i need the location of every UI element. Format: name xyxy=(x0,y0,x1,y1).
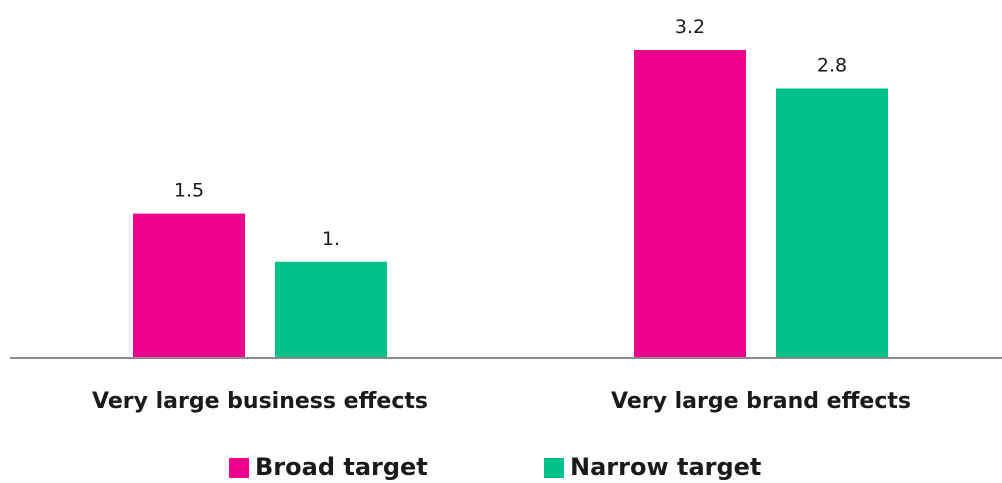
category-labels-group: Very large business effects Very large br… xyxy=(92,389,911,414)
bar-broad-target-1 xyxy=(133,213,245,358)
legend: Broad target Narrow target xyxy=(0,452,1002,483)
category-label-2: Very large brand effects xyxy=(611,389,911,414)
bar-broad-target-2 xyxy=(634,50,746,358)
bars-group xyxy=(133,50,888,358)
data-label-narrow-target-1: 1. xyxy=(322,228,340,250)
legend-item-narrow-target: Narrow target xyxy=(544,452,761,483)
data-labels-group: 1.5 1. 3.2 2.8 xyxy=(174,16,847,250)
legend-label-broad-target: Broad target xyxy=(255,453,428,481)
legend-label-narrow-target: Narrow target xyxy=(570,453,762,481)
legend-swatch-narrow-target xyxy=(544,457,564,478)
data-label-broad-target-1: 1.5 xyxy=(174,180,204,202)
bar-narrow-target-1 xyxy=(275,261,387,358)
data-label-broad-target-2: 3.2 xyxy=(675,16,705,38)
legend-item-broad-target: Broad target xyxy=(229,452,428,483)
bar-chart: 1.51.3.22.8 Very large business effects V… xyxy=(10,16,1002,414)
category-label-1: Very large business effects xyxy=(92,389,428,414)
data-label-narrow-target-2: 2.8 xyxy=(817,55,847,77)
legend-swatch-broad-target xyxy=(229,457,249,478)
bar-narrow-target-2 xyxy=(776,88,888,358)
